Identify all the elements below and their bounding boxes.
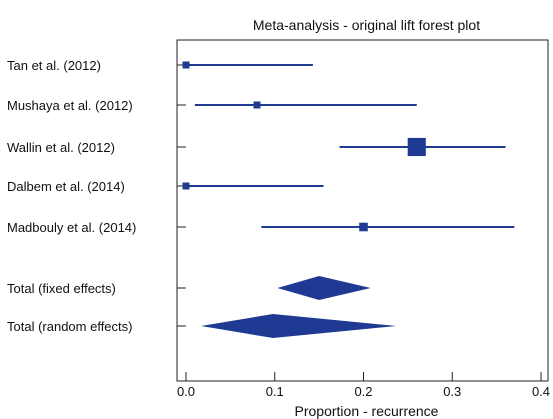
plot-border xyxy=(176,39,549,382)
chart-title: Meta-analysis - original lift forest plo… xyxy=(253,17,480,33)
plot-frame xyxy=(176,39,549,382)
x-axis-label: Proportion - recurrence xyxy=(295,403,439,419)
study-label: Mushaya et al. (2012) xyxy=(7,98,133,113)
pooled-estimate-diamond xyxy=(277,276,371,300)
x-tick-label: 0.0 xyxy=(177,384,195,399)
point-estimate-square xyxy=(182,61,190,69)
study-labels: Tan et al. (2012) Mushaya et al. (2012) Wa… xyxy=(7,58,136,334)
y-axis-ticks xyxy=(177,64,186,327)
study-label: Madbouly et al. (2014) xyxy=(7,220,136,235)
study-label: Dalbem et al. (2014) xyxy=(7,179,125,194)
study-label: Total (random effects) xyxy=(7,319,132,334)
plot-marks xyxy=(182,61,515,338)
pooled-estimate-diamond xyxy=(201,314,397,338)
point-estimate-square xyxy=(359,222,368,232)
point-estimate-square xyxy=(407,137,426,157)
study-label: Tan et al. (2012) xyxy=(7,58,101,73)
x-axis-ticks: 0.0 0.1 0.2 0.3 0.4 xyxy=(177,372,550,399)
study-label: Wallin et al. (2012) xyxy=(7,140,115,155)
point-estimate-square xyxy=(182,182,190,190)
x-tick-label: 0.3 xyxy=(443,384,461,399)
x-tick-label: 0.1 xyxy=(266,384,284,399)
x-tick-label: 0.4 xyxy=(532,384,550,399)
x-tick-label: 0.2 xyxy=(354,384,372,399)
study-label: Total (fixed effects) xyxy=(7,281,116,296)
point-estimate-square xyxy=(253,101,261,109)
